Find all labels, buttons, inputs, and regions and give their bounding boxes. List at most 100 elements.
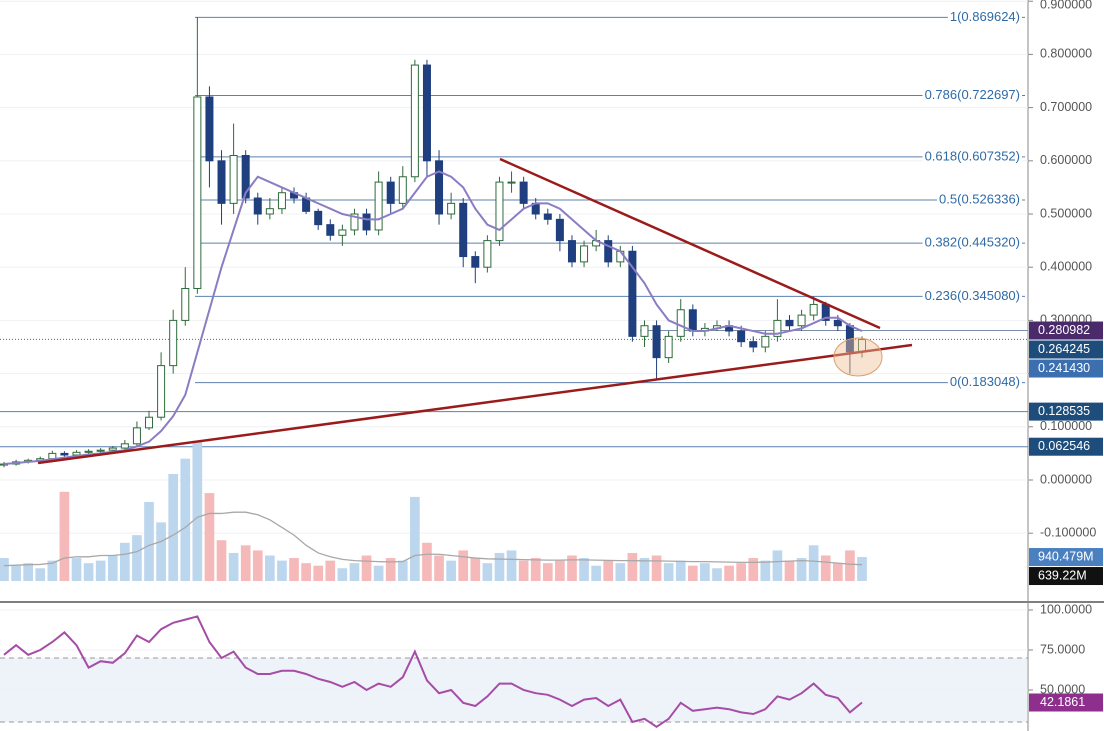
price-tag xyxy=(1029,437,1103,456)
volume-bar xyxy=(107,555,118,581)
candle-body xyxy=(435,160,444,215)
candle-body xyxy=(72,451,81,456)
volume-bar xyxy=(615,563,626,581)
candle-body xyxy=(386,181,395,204)
volume-layer xyxy=(0,440,867,581)
volume-bar xyxy=(168,473,179,581)
volume-bar xyxy=(736,563,746,581)
candle-body xyxy=(193,96,202,289)
volume-bar xyxy=(216,540,227,581)
candle-body xyxy=(84,450,93,453)
volume-bar xyxy=(760,560,771,581)
candle-body xyxy=(447,202,456,215)
candle-body xyxy=(157,365,166,418)
rsi-layer xyxy=(0,609,1028,728)
volume-bar xyxy=(204,493,215,581)
volume-bar xyxy=(784,560,795,581)
fib-label: 0.382(0.445320) xyxy=(925,235,1020,250)
y-tick-label: 75.0000 xyxy=(1040,642,1085,656)
volume-bar xyxy=(446,560,456,581)
fib-label-bg xyxy=(947,8,1022,24)
volume-bar xyxy=(277,560,287,581)
volume-bar xyxy=(325,560,336,581)
volume-bar xyxy=(845,550,855,581)
volume-bar xyxy=(47,560,58,581)
fib-label-bg xyxy=(922,234,1022,250)
y-tick-label: 0.600000 xyxy=(1040,153,1092,167)
y-tick-label: 50.0000 xyxy=(1040,682,1085,696)
candle-body xyxy=(640,325,649,337)
volume-bar xyxy=(808,545,819,581)
volume-bar xyxy=(857,557,867,581)
volume-bar xyxy=(313,565,324,581)
fib-label-bg xyxy=(922,86,1022,102)
y-tick-label: 0.500000 xyxy=(1040,206,1092,220)
fib-label: 0.618(0.607352) xyxy=(925,148,1020,163)
candle-body xyxy=(120,443,129,449)
price-tag xyxy=(1029,359,1103,378)
candle-body xyxy=(785,319,794,327)
candle-body xyxy=(688,309,697,332)
candle-body xyxy=(60,452,69,456)
volume-bar xyxy=(675,560,686,581)
candle-body xyxy=(132,427,141,445)
y-tick-label: 0.800000 xyxy=(1040,47,1092,61)
candle-body xyxy=(495,181,504,242)
candle-body xyxy=(229,154,238,204)
fib-label: 0.5(0.526336) xyxy=(939,191,1020,206)
volume-bar xyxy=(555,560,565,581)
volume-bar xyxy=(796,558,807,581)
candle-body xyxy=(253,197,262,215)
candle-body xyxy=(507,181,516,184)
candle-body xyxy=(350,213,359,231)
candle-body xyxy=(205,96,214,162)
y-tick-label: 100.0000 xyxy=(1040,602,1092,616)
fib-label-bg xyxy=(937,191,1022,207)
volume-bar xyxy=(11,565,21,581)
trendline-upper xyxy=(499,157,881,330)
y-tick-label: 0.100000 xyxy=(1040,419,1092,433)
y-tick-label: 0.400000 xyxy=(1040,260,1092,274)
volume-bar xyxy=(361,555,372,581)
fib-label: 0.786(0.722697) xyxy=(925,87,1020,102)
volume-bar xyxy=(410,496,420,581)
candle-body xyxy=(471,256,480,268)
volume-bar xyxy=(724,565,734,581)
price-tag xyxy=(1029,548,1103,567)
price-tag-label: 639.22M xyxy=(1038,568,1087,582)
volume-bar xyxy=(772,550,783,581)
volume-bar xyxy=(337,568,348,581)
candle-layer xyxy=(0,17,866,468)
axis-layer: 0.900000 0.800000 0.700000 0.600000 0.500000… xyxy=(1028,0,1103,712)
volume-bar xyxy=(482,563,493,581)
candle-body xyxy=(519,181,528,204)
volume-bar xyxy=(579,558,589,581)
volume-bar xyxy=(373,565,384,581)
volume-bar xyxy=(252,550,263,581)
candle-body xyxy=(652,325,661,359)
candle-body xyxy=(749,341,758,348)
volume-bar xyxy=(349,563,360,581)
volume-bar xyxy=(120,542,130,581)
candle-body xyxy=(604,240,613,263)
volume-bar xyxy=(603,560,614,581)
candle-body xyxy=(169,319,178,367)
volume-bar xyxy=(542,563,553,581)
volume-bar xyxy=(458,550,469,581)
volume-bar xyxy=(180,458,191,581)
volume-bar xyxy=(700,563,710,581)
volume-bar xyxy=(0,558,9,581)
volume-bar xyxy=(289,558,299,581)
candle-body xyxy=(459,202,468,258)
price-tag xyxy=(1029,402,1103,421)
candle-body xyxy=(398,176,407,204)
price-tag-label: 940.479M xyxy=(1038,549,1094,563)
volume-bar xyxy=(23,563,34,581)
candle-body xyxy=(833,319,842,327)
price-tag xyxy=(1029,567,1103,586)
volume-bar xyxy=(494,552,505,581)
volume-bar xyxy=(240,545,251,581)
volume-bar xyxy=(156,522,166,581)
